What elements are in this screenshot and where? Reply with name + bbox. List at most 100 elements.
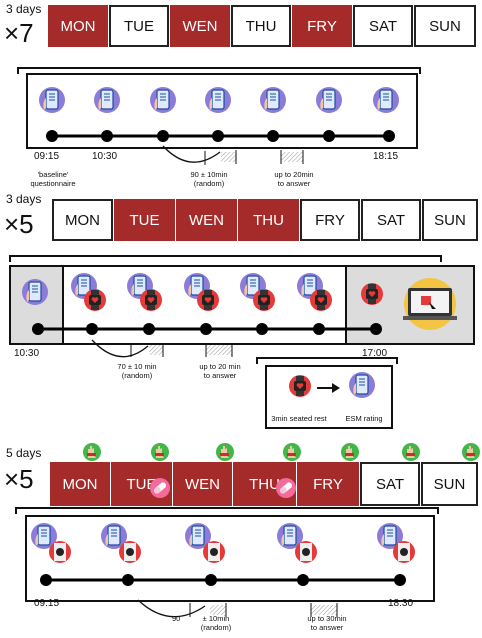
s1-day-sat: SAT xyxy=(353,5,413,47)
s3-day-fry: FRY xyxy=(297,462,359,506)
cuff-icon xyxy=(49,541,71,563)
s1-day-wen: WEN xyxy=(170,5,230,47)
phone-icon xyxy=(38,86,66,114)
s1-phone-icons xyxy=(38,86,400,114)
s1-day-thu: THU xyxy=(231,5,291,47)
s2-multiplier: ×5 xyxy=(4,209,34,239)
s3-days-label: 5 days xyxy=(6,446,42,460)
timepoint xyxy=(313,323,325,335)
s3-answer-note: up to 30min to answer xyxy=(296,614,358,632)
timepoint xyxy=(200,323,212,335)
timepoint xyxy=(86,323,98,335)
timepoint xyxy=(212,130,224,142)
s3-multiplier: ×5 xyxy=(4,464,34,494)
s3-interval-b: ± 10min xyxy=(202,614,230,623)
s1-timeline-box xyxy=(26,73,418,149)
timepoint xyxy=(40,574,52,586)
s1-second-time: 10:30 xyxy=(92,151,118,162)
watch-icon xyxy=(140,289,162,311)
s3-day-wen: WEN xyxy=(173,462,232,506)
s2-answer-line2: to answer xyxy=(203,371,237,380)
timepoint xyxy=(101,130,113,142)
s3-interval-note: ± 10min (random) xyxy=(196,614,236,632)
s1-window-hatch xyxy=(221,152,237,162)
s1-answer-line1: up to 20min xyxy=(274,170,314,179)
watch-icon xyxy=(289,375,311,397)
s1-answer-line2: to answer xyxy=(277,179,311,188)
s3-end-time: 18:30 xyxy=(388,598,414,609)
s3-day-sat: SAT xyxy=(360,462,420,506)
s3-day-sun: SUN xyxy=(421,462,478,506)
s2-day-tue: TUE xyxy=(114,199,175,241)
timepoint xyxy=(32,323,44,335)
s1-end-time: 18:15 xyxy=(373,151,399,162)
cuff-icon xyxy=(119,541,141,563)
s1-interval-note: 90 ± 10min (random) xyxy=(176,170,242,188)
phone-icon xyxy=(149,86,177,114)
s2-day-sat: SAT xyxy=(361,199,421,241)
watch-icon xyxy=(253,289,275,311)
s2-interval-arc xyxy=(91,339,149,358)
phone-icon xyxy=(93,86,121,114)
phone-icon xyxy=(315,86,343,114)
s2-day-mon: MON xyxy=(52,199,113,241)
s2-answer-hatch xyxy=(206,345,232,355)
s3-interval-c: (random) xyxy=(200,623,232,632)
timepoint xyxy=(157,130,169,142)
s2-legend-bracket xyxy=(256,357,398,364)
cuff-icon xyxy=(393,541,415,563)
s3-bracket xyxy=(15,507,439,514)
phone-icon xyxy=(348,371,376,399)
s3-answer-line1: up to 30min xyxy=(307,614,347,623)
s1-day-mon: MON xyxy=(48,5,108,47)
s1-timepoints xyxy=(46,130,395,142)
laptop-icon xyxy=(403,278,457,330)
s2-window-hatch xyxy=(149,345,163,355)
cuff-icon xyxy=(203,541,225,563)
s3-interval-a: 90 xyxy=(172,614,181,623)
cuff-icon xyxy=(295,541,317,563)
timepoint xyxy=(323,130,335,142)
timepoint xyxy=(394,574,406,586)
timepoint xyxy=(267,130,279,142)
s2-interval-line1: 70 ± 10 min xyxy=(117,362,157,371)
s3-window-hatch xyxy=(210,605,226,615)
s1-start-time: 09:15 xyxy=(34,151,60,162)
timepoint xyxy=(370,323,382,335)
s2-legend-esm: ESM rating xyxy=(345,414,383,423)
s3-timepoints xyxy=(40,574,406,586)
s3-interval-arc xyxy=(137,599,206,618)
s3-day-thu: THU xyxy=(233,462,296,506)
s3-day-tue: TUE xyxy=(111,462,172,506)
timepoint xyxy=(256,323,268,335)
s2-end-time: 17:00 xyxy=(362,348,388,359)
watch-icon xyxy=(84,289,106,311)
timepoint xyxy=(297,574,309,586)
s1-bracket xyxy=(17,67,421,74)
s2-interval-line2: (random) xyxy=(121,371,153,380)
s1-answer-hatch xyxy=(281,152,303,162)
phone-icon xyxy=(259,86,287,114)
timepoint xyxy=(122,574,134,586)
phone-icon xyxy=(372,86,400,114)
s3-day-mon: MON xyxy=(50,462,110,506)
s2-timepoints xyxy=(32,323,382,335)
watch-icon xyxy=(310,289,332,311)
watch-icon xyxy=(361,283,383,305)
timepoint xyxy=(383,130,395,142)
s2-day-sun: SUN xyxy=(422,199,478,241)
s2-start-time: 10:30 xyxy=(14,348,40,359)
s1-days-label: 3 days xyxy=(6,2,42,16)
s2-day-wen: WEN xyxy=(176,199,237,241)
s1-baseline-line1: 'baseline' xyxy=(37,170,69,179)
s2-interval-note: 70 ± 10 min (random) xyxy=(104,362,170,380)
s1-baseline-line2: questionnaire xyxy=(30,179,76,188)
phone-icon xyxy=(204,86,232,114)
s1-interval-arc xyxy=(162,145,221,163)
s3-answer-hatch xyxy=(311,605,337,615)
s2-legend-rest: 3min seated rest xyxy=(271,414,327,423)
s1-day-sun: SUN xyxy=(414,5,476,47)
timepoint xyxy=(46,130,58,142)
s1-baseline-note: 'baseline' questionnaire xyxy=(18,170,88,188)
